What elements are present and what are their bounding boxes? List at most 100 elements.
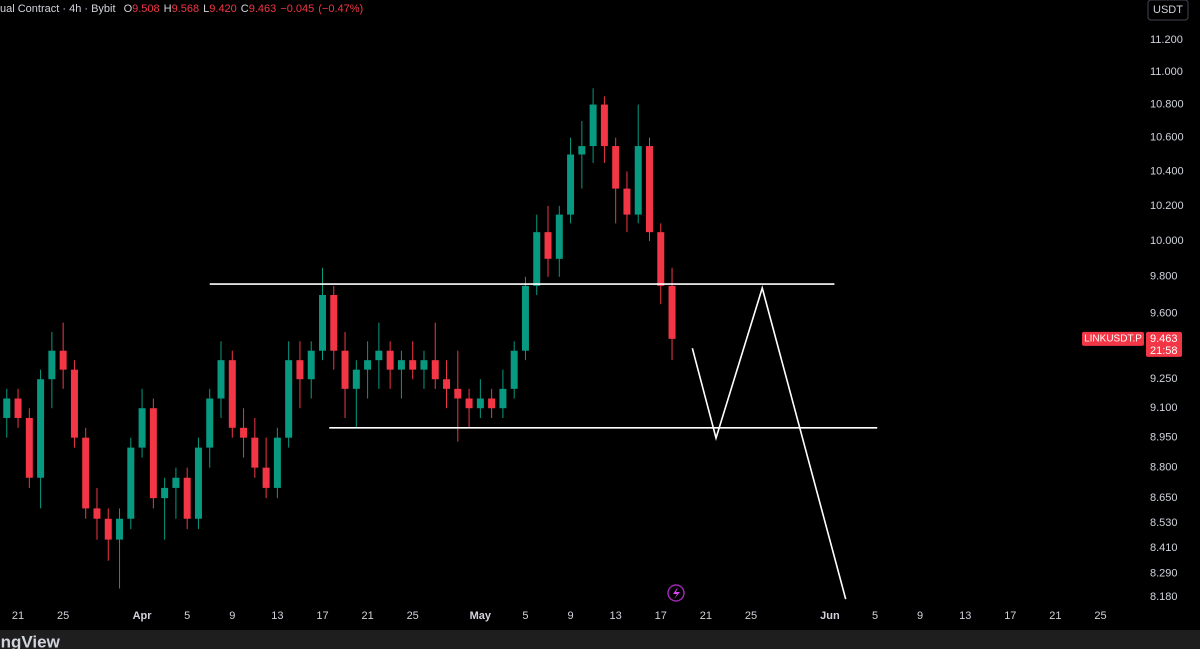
candle — [409, 341, 417, 380]
x-tick-label: 21 — [12, 610, 24, 622]
x-tick-label: 25 — [57, 610, 69, 622]
currency[interactable]: USDT — [1153, 4, 1183, 16]
candle-body — [657, 232, 665, 286]
candle — [544, 205, 552, 277]
candle-body — [251, 437, 259, 468]
candle-body — [14, 398, 22, 418]
candle-body — [397, 360, 405, 370]
candle — [285, 341, 293, 448]
quote-value: −0.045 — [280, 3, 314, 15]
candle-body — [555, 214, 563, 259]
alert-icon[interactable] — [667, 584, 685, 602]
candle-body — [420, 360, 428, 370]
candle-body — [194, 447, 202, 519]
x-tick-label: 21 — [700, 610, 712, 622]
candle — [397, 350, 405, 399]
candle-body — [510, 350, 518, 389]
y-tick-label: 8.950 — [1150, 432, 1178, 444]
candle-body — [364, 360, 372, 370]
candle — [70, 360, 78, 448]
x-tick-label: 25 — [1094, 610, 1106, 622]
candle — [318, 267, 326, 361]
x-tick-label: 17 — [1004, 610, 1016, 622]
candle — [589, 88, 597, 163]
candle — [59, 322, 67, 389]
candle-body — [341, 350, 349, 389]
candle — [161, 477, 169, 540]
candle — [454, 350, 462, 442]
x-tick-label: 13 — [610, 610, 622, 622]
alert-bolt[interactable] — [673, 587, 680, 599]
candle-body — [127, 447, 135, 519]
x-tick-label: 25 — [407, 610, 419, 622]
candle-body — [104, 518, 112, 540]
candle — [14, 388, 22, 428]
candle-body — [431, 360, 439, 380]
symbol-tag-bg — [1082, 331, 1144, 346]
quote-value: 9.463 — [249, 3, 277, 15]
candle — [127, 437, 135, 530]
currency-button[interactable] — [1147, 0, 1189, 21]
candle — [48, 331, 56, 409]
candle-body — [48, 350, 56, 380]
candle-body — [578, 146, 586, 155]
candle-body — [600, 104, 608, 147]
candle-body — [646, 146, 653, 233]
candle — [330, 285, 338, 370]
candle-body — [149, 408, 157, 499]
candle — [420, 350, 428, 389]
y-tick-label: 8.650 — [1150, 492, 1178, 504]
y-tick-label: 10.200 — [1150, 200, 1184, 212]
candle-body — [183, 477, 191, 519]
candle-body — [499, 388, 507, 409]
candle — [668, 267, 676, 361]
candle — [262, 437, 270, 499]
candle-body — [454, 388, 462, 399]
x-tick-label: Jun — [820, 610, 840, 622]
candle-body — [589, 104, 597, 147]
candle-body — [544, 232, 552, 259]
y-tick-label: 9.800 — [1150, 271, 1178, 283]
y-tick-label: 11.200 — [1150, 34, 1183, 46]
x-tick-label: 17 — [316, 610, 328, 622]
candle — [37, 369, 45, 509]
candle — [364, 341, 372, 399]
candle — [251, 417, 259, 478]
candle — [341, 331, 349, 418]
candle — [623, 171, 631, 233]
x-tick-label: Apr — [133, 610, 153, 622]
quote-name: H — [164, 3, 172, 15]
x-tick-label: 25 — [745, 610, 757, 622]
candle — [138, 388, 146, 458]
y-tick-label: 8.290 — [1150, 567, 1178, 579]
candle-body — [240, 427, 248, 438]
candle-body — [476, 398, 484, 409]
candle — [499, 369, 507, 418]
candle-body — [37, 379, 45, 478]
quote-name: C — [241, 3, 249, 15]
candle — [206, 388, 214, 468]
quote-name: O — [124, 3, 133, 15]
candle — [240, 408, 248, 458]
candle — [183, 467, 191, 530]
candle — [93, 487, 101, 540]
candle-body — [262, 467, 270, 488]
x-tick-label: 17 — [655, 610, 667, 622]
candle — [612, 137, 620, 224]
alert-circle[interactable] — [667, 584, 685, 602]
candle-body — [138, 408, 146, 448]
x-tick-label: 5 — [184, 610, 190, 622]
y-tick-label: 11.000 — [1150, 66, 1183, 78]
candle-body — [161, 487, 169, 499]
candle — [217, 341, 225, 418]
price-tag-bg — [1146, 331, 1182, 357]
price-tag-value: 9.463 — [1150, 333, 1178, 345]
candle-body — [533, 232, 541, 286]
candle — [443, 360, 451, 409]
candle-body — [59, 350, 67, 370]
candle — [194, 437, 202, 530]
candle — [307, 341, 315, 399]
candle-body — [443, 379, 451, 389]
candle — [431, 322, 439, 389]
quote-value: 9.420 — [209, 3, 237, 15]
